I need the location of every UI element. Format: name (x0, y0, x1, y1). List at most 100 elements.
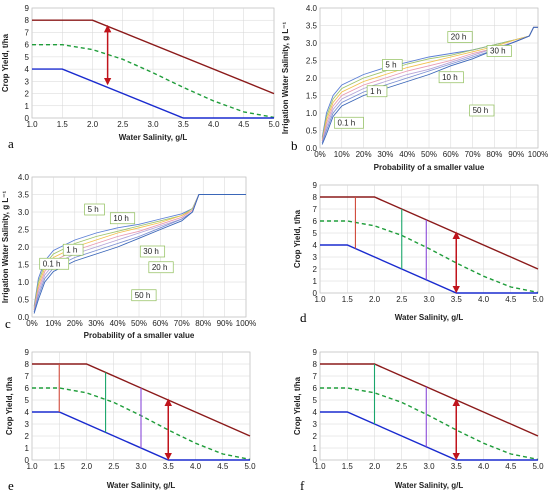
y-tick-label: 4 (313, 408, 318, 417)
y-tick-label: 2.5 (306, 57, 318, 66)
duration-callout-box (62, 243, 84, 256)
x-axis-label: Water Salinity, g/L (395, 313, 464, 322)
duration-callout-box (39, 257, 70, 270)
x-tick-label: 3.0 (423, 462, 435, 471)
y-tick-label: 5 (313, 396, 318, 405)
y-tick-label: 2.0 (306, 74, 318, 83)
y-tick-label: 1 (25, 444, 30, 453)
x-tick-label: 90% (508, 150, 524, 159)
x-tick-label: 1.0 (26, 462, 38, 471)
x-tick-label: 2.5 (108, 462, 120, 471)
y-tick-label: 8 (313, 360, 318, 369)
y-axis-label: Crop Yield, t/ha (293, 376, 302, 435)
duration-callout-box (131, 289, 157, 302)
x-tick-label: 70% (465, 150, 481, 159)
duration-callout-label: 50 h (473, 106, 489, 115)
x-axis-label: Water Salinity, g/L (119, 133, 188, 142)
y-tick-label: 1.5 (18, 261, 30, 270)
y-tick-label: 1 (313, 277, 318, 286)
y-tick-label: 3.0 (18, 208, 30, 217)
duration-callout-label: 1 h (370, 87, 381, 96)
y-tick-label: 0.5 (306, 127, 318, 136)
y-tick-label: 7 (313, 205, 318, 214)
x-tick-label: 4.0 (190, 462, 202, 471)
duration-callout-label: 30 h (143, 247, 159, 256)
series-line-7 (321, 26, 538, 145)
y-tick-label: 4 (25, 408, 30, 417)
duration-callout-label: 5 h (88, 205, 99, 214)
x-axis-label: Water Salinity, g/L (395, 481, 464, 490)
y-tick-label: 0.5 (18, 296, 30, 305)
x-tick-label: 2.5 (396, 295, 408, 304)
duration-callout-box (84, 203, 105, 216)
y-tick-label: 8 (313, 193, 318, 202)
duration-callout-box (382, 59, 403, 71)
x-axis-label: Water Salinity, g/L (107, 481, 176, 490)
y-tick-label: 2.0 (18, 243, 30, 252)
duration-callout-box (109, 212, 136, 225)
duration-callout-label: 0.1 h (337, 118, 355, 127)
panel-letter: b (291, 138, 298, 153)
x-tick-label: 1.0 (314, 462, 326, 471)
x-tick-label: 2.5 (396, 462, 408, 471)
duration-callout-box (366, 85, 388, 98)
x-tick-label: 1.0 (26, 120, 38, 129)
y-tick-label: 4.0 (306, 4, 318, 13)
y-axis-label: Irrigation Water Salinity, g L⁻¹ (1, 191, 10, 304)
series-line-2 (32, 44, 275, 119)
y-tick-label: 2 (313, 265, 318, 274)
y-tick-label: 4.0 (18, 173, 30, 182)
y-tick-label: 3.5 (306, 22, 318, 31)
x-tick-label: 4.0 (478, 295, 490, 304)
panel-letter: f (300, 478, 305, 493)
y-tick-label: 1 (25, 102, 30, 111)
chart-panel-a: 1.0 1.5 2.0 2.5 3.0 3.5 4.0 4.5 5.0 0 1 2 3 4 5 6 7 8 9 Wat… (1, 4, 280, 151)
x-tick-label: 2.0 (369, 295, 381, 304)
x-tick-label: 4.0 (208, 120, 220, 129)
duration-callout-label: 20 h (451, 33, 467, 42)
x-tick-label: 3.5 (178, 120, 190, 129)
duration-callout-label: 5 h (385, 61, 396, 70)
x-tick-label: 1.5 (342, 295, 354, 304)
x-tick-label: 20% (356, 150, 372, 159)
y-tick-label: 7 (25, 28, 30, 37)
series-line-3 (32, 411, 250, 461)
x-tick-label: 4.0 (478, 462, 490, 471)
x-tick-label: 80% (195, 319, 211, 328)
y-tick-label: 6 (25, 41, 30, 50)
y-tick-label: 9 (313, 181, 318, 190)
duration-callout-box (447, 31, 473, 43)
y-tick-label: 0 (313, 456, 318, 465)
x-tick-label: 60% (152, 319, 168, 328)
chart-panel-d: 1.0 1.5 2.0 2.5 3.0 3.5 4.0 4.5 5.0 0 1 2 3 4 5 6 7 8 9 Wat… (293, 181, 544, 325)
x-tick-label: 2.0 (81, 462, 93, 471)
y-tick-label: 6 (313, 217, 318, 226)
y-tick-label: 1.0 (306, 109, 318, 118)
x-tick-label: 40% (399, 150, 415, 159)
y-tick-label: 2 (25, 432, 30, 441)
y-axis-label: Crop Yield, t/ha (1, 33, 10, 92)
chart-panel-e: 1.0 1.5 2.0 2.5 3.0 3.5 4.0 4.5 5.0 0 1 2 3 4 5 6 7 8 9 Wat… (5, 348, 256, 493)
x-tick-label: 50% (421, 150, 437, 159)
chart-panel-f: 1.0 1.5 2.0 2.5 3.0 3.5 4.0 4.5 5.0 0 1 2 3 4 5 6 7 8 9 Wat… (293, 348, 544, 493)
y-tick-label: 6 (25, 384, 30, 393)
y-tick-label: 0.0 (18, 313, 30, 322)
y-tick-label: 0 (25, 456, 30, 465)
series-line-3 (320, 411, 538, 461)
series-line-7 (33, 194, 246, 314)
x-tick-label: 0% (314, 150, 326, 159)
x-tick-label: 10% (45, 319, 61, 328)
x-tick-label: 20% (67, 319, 83, 328)
x-tick-label: 50% (131, 319, 147, 328)
x-tick-label: 100% (236, 319, 256, 328)
x-tick-label: 1.5 (57, 120, 69, 129)
x-tick-label: 5.0 (532, 462, 544, 471)
duration-callout-box (148, 261, 174, 274)
y-tick-label: 7 (25, 372, 30, 381)
x-tick-label: 5.0 (244, 462, 256, 471)
x-tick-label: 30% (377, 150, 393, 159)
y-tick-label: 5 (25, 53, 30, 62)
x-tick-label: 10% (334, 150, 350, 159)
x-tick-label: 3.0 (423, 295, 435, 304)
